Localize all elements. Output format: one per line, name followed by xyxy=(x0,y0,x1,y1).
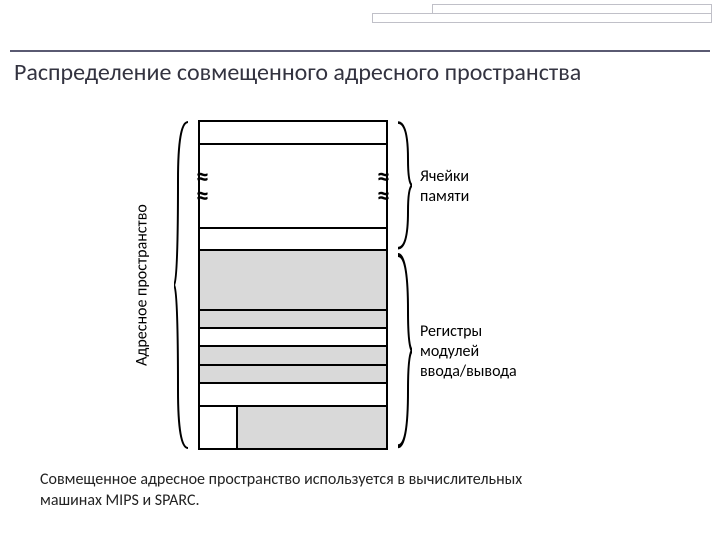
vertical-axis-label: Адресное пространство xyxy=(133,204,152,366)
memory-stack: ≈≈≈≈ xyxy=(198,120,388,450)
right-brace-top-icon xyxy=(394,120,412,251)
memory-cell-row xyxy=(200,229,386,252)
io-region-row xyxy=(200,311,386,329)
deco-bar xyxy=(372,13,712,23)
memory-cell-row xyxy=(200,384,386,407)
memory-cells-label: Ячейкипамяти xyxy=(420,167,469,207)
sub-column xyxy=(200,407,238,448)
right-brace-bottom-icon xyxy=(394,251,412,450)
io-registers-label: Регистрымодулейввода/вывода xyxy=(420,322,517,382)
io-region-row xyxy=(200,251,386,310)
address-space-diagram: Адресное пространство ≈≈≈≈ Ячейкипамяти … xyxy=(150,120,570,450)
io-region-row xyxy=(200,347,386,365)
caption-text: Совмещенное адресное пространство исполь… xyxy=(40,470,522,512)
memory-cell-row xyxy=(200,122,386,145)
slide-decoration xyxy=(372,4,712,23)
left-brace-icon xyxy=(174,120,192,450)
io-region-row xyxy=(200,366,386,384)
io-region-row xyxy=(200,407,386,448)
page-title: Распределение совмещенного адресного про… xyxy=(14,58,581,87)
memory-cell-row: ≈≈≈≈ xyxy=(200,145,386,229)
memory-cell-row xyxy=(200,329,386,347)
title-rule xyxy=(10,50,710,52)
